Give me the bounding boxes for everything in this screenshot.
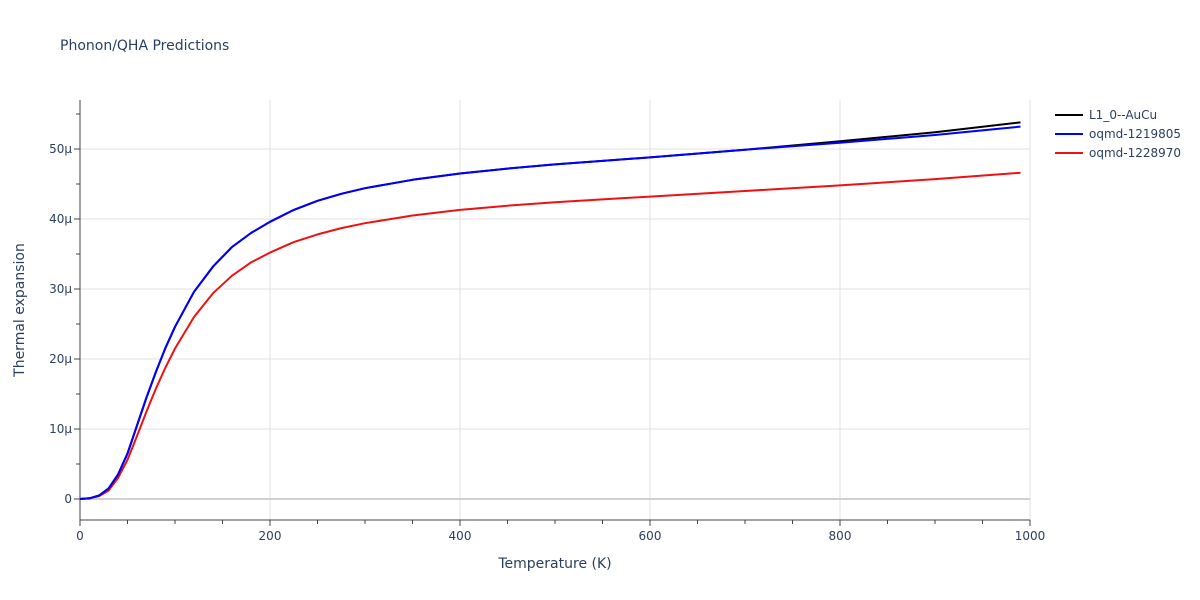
y-tick-label: 0: [64, 492, 72, 506]
x-tick-label: 800: [829, 529, 852, 543]
y-tick-label: 50μ: [49, 142, 72, 156]
x-tick-label: 200: [259, 529, 282, 543]
y-tick-label: 20μ: [49, 352, 72, 366]
legend[interactable]: L1_0--AuCu oqmd-1219805 oqmd-1228970: [1055, 108, 1181, 160]
x-tick-label: 0: [76, 529, 84, 543]
x-tick-label: 600: [639, 529, 662, 543]
series-line-oqmd-1228970: [79, 171, 1021, 500]
x-tick-label: 400: [449, 529, 472, 543]
legend-item[interactable]: L1_0--AuCu: [1055, 108, 1157, 122]
legend-label: oqmd-1219805: [1089, 127, 1181, 141]
series-lines: [79, 121, 1021, 500]
y-tick-label: 30μ: [49, 282, 72, 296]
y-tick-label: 10μ: [49, 422, 72, 436]
legend-item[interactable]: oqmd-1228970: [1055, 146, 1181, 160]
x-tick-label: 1000: [1015, 529, 1046, 543]
y-tick-label: 40μ: [49, 212, 72, 226]
legend-label: L1_0--AuCu: [1089, 108, 1157, 122]
x-axis-label: Temperature (K): [497, 556, 611, 572]
series-line-oqmd-1219805: [79, 125, 1021, 500]
legend-item[interactable]: oqmd-1219805: [1055, 127, 1181, 141]
series-line-l1-0-aucu: [79, 121, 1021, 500]
grid: [80, 100, 1031, 520]
chart-title: Phonon/QHA Predictions: [60, 38, 229, 54]
legend-label: oqmd-1228970: [1089, 146, 1181, 160]
y-axis-label: Thermal expansion: [12, 243, 28, 378]
axes: 0 200 400 600 800 1000 0 10μ 20μ 30μ 40μ 50μ: [49, 100, 1045, 543]
